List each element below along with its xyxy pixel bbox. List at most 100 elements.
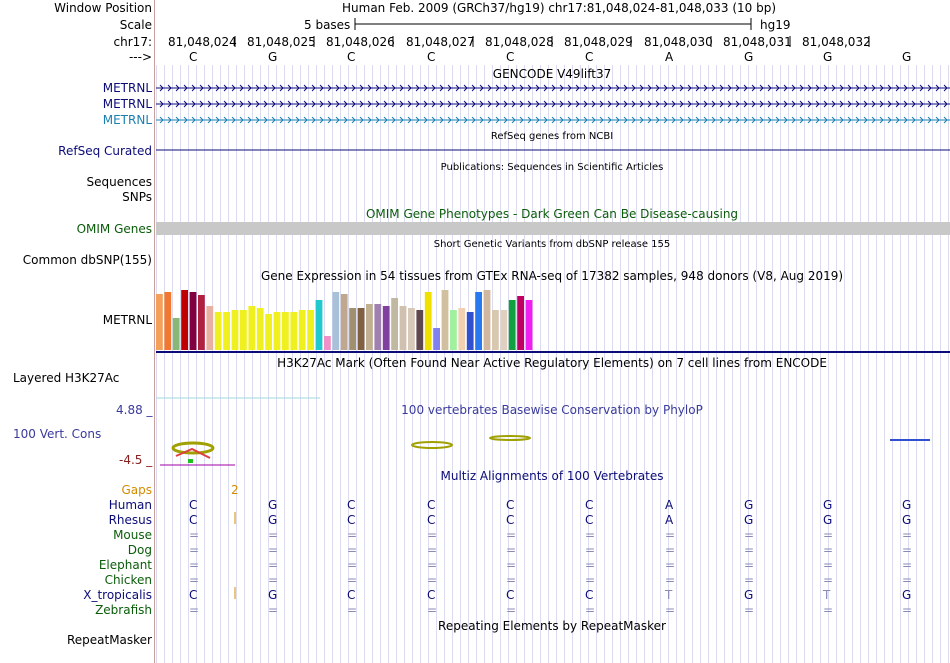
strand-arrow: [287, 116, 292, 124]
species-label[interactable]: Mouse: [113, 528, 152, 542]
strand-arrow: [207, 116, 212, 124]
strand-arrow: [247, 100, 252, 108]
gtex-bar: [374, 304, 382, 350]
refseq-title: RefSeq genes from NCBI: [490, 131, 614, 142]
publications-label-sequences[interactable]: Sequences: [86, 175, 152, 189]
species-label[interactable]: Zebrafish: [95, 603, 152, 617]
species-label[interactable]: Human: [108, 498, 152, 512]
alignment-base: =: [665, 573, 676, 587]
gtex-bar: [315, 300, 323, 350]
strand-arrow: [191, 116, 196, 124]
gtex-bar: [500, 310, 508, 350]
position-label: 81,048,028: [485, 35, 554, 49]
species-label[interactable]: Elephant: [98, 558, 152, 572]
strand-arrow: [871, 116, 876, 124]
strand-arrow: [319, 116, 324, 124]
alignment-base: C: [347, 588, 356, 602]
alignment-base: =: [744, 573, 755, 587]
strand-arrow: [559, 84, 564, 92]
strand-arrow: [943, 116, 948, 124]
gencode-label-2[interactable]: METRNL: [102, 97, 152, 111]
strand-arrow: [543, 84, 548, 92]
strand-arrow: [215, 100, 220, 108]
alignment-base: G: [823, 513, 833, 527]
strand-arrow: [239, 116, 244, 124]
strand-arrow: [303, 116, 308, 124]
gaps-label[interactable]: Gaps: [121, 483, 152, 497]
strand-arrow: [527, 116, 532, 124]
strand-arrow: [487, 100, 492, 108]
phylop-peak: [188, 459, 193, 463]
base-letter: C: [189, 50, 198, 64]
alignment-base: C: [585, 588, 594, 602]
strand-arrow: [831, 116, 836, 124]
alignment-base: =: [506, 603, 517, 617]
gtex-label[interactable]: METRNL: [102, 313, 152, 327]
gencode-label-1[interactable]: METRNL: [102, 81, 152, 95]
strand-arrow: [711, 84, 716, 92]
strand-arrow: [319, 84, 324, 92]
strand-arrow: [359, 84, 364, 92]
strand-arrow: [415, 84, 420, 92]
strand-arrow: [287, 84, 292, 92]
species-label[interactable]: Dog: [127, 543, 152, 557]
strand-arrow: [855, 84, 860, 92]
strand-arrow: [183, 116, 188, 124]
base-letter: C: [347, 50, 356, 64]
alignment-base: G: [744, 513, 754, 527]
strand-arrow: [623, 116, 628, 124]
alignment-base: C: [427, 513, 436, 527]
strand-arrow: [895, 116, 900, 124]
strand-arrow: [879, 84, 884, 92]
omim-label[interactable]: OMIM Genes: [76, 222, 152, 236]
strand-arrow: [399, 84, 404, 92]
strand-arrow: [743, 116, 748, 124]
strand-arrow: [231, 84, 236, 92]
alignment-base: =: [585, 543, 596, 557]
strand-arrow: [487, 84, 492, 92]
strand-arrow: [679, 84, 684, 92]
strand-arrow: [591, 100, 596, 108]
alignment-base: C: [427, 588, 436, 602]
alignment-base: =: [665, 558, 676, 572]
species-label[interactable]: X_tropicalis: [83, 588, 152, 602]
gtex-bar: [450, 310, 457, 350]
strand-arrow: [559, 100, 564, 108]
species-label[interactable]: Rhesus: [108, 513, 152, 527]
strand-arrow: [943, 84, 948, 92]
alignment-base: G: [744, 588, 754, 602]
strand-arrow: [815, 100, 820, 108]
alignment-base: C: [189, 513, 198, 527]
strand-arrow: [319, 100, 324, 108]
strand-arrow: [335, 116, 340, 124]
strand-arrow: [183, 84, 188, 92]
phylop-label[interactable]: 100 Vert. Cons: [13, 427, 102, 441]
alignment-base: =: [427, 543, 438, 557]
strand-arrow: [671, 116, 676, 124]
gtex-bar: [475, 292, 482, 350]
phylop-min: -4.5 _: [119, 453, 153, 467]
publications-label-snps[interactable]: SNPs: [122, 190, 152, 204]
dbsnp-label[interactable]: Common dbSNP(155): [22, 253, 152, 267]
h3k27ac-label[interactable]: Layered H3K27Ac: [13, 371, 120, 385]
strand-arrow: [695, 100, 700, 108]
gtex-bar: [248, 306, 256, 350]
strand-arrow: [423, 84, 428, 92]
strand-arrow: [383, 116, 388, 124]
strand-arrow: [695, 84, 700, 92]
strand-arrow: [607, 116, 612, 124]
strand-arrow: [327, 100, 332, 108]
refseq-label[interactable]: RefSeq Curated: [58, 144, 152, 158]
strand-label: --->: [128, 50, 152, 64]
strand-arrow: [351, 116, 356, 124]
alignment-base: =: [427, 603, 438, 617]
strand-arrow: [479, 116, 484, 124]
strand-arrow: [887, 84, 892, 92]
strand-arrow: [735, 100, 740, 108]
repeatmasker-label[interactable]: RepeatMasker: [66, 633, 152, 647]
strand-arrow: [431, 100, 436, 108]
species-label[interactable]: Chicken: [104, 573, 152, 587]
gtex-bar: [441, 290, 449, 350]
gencode-label-3[interactable]: METRNL: [102, 113, 152, 127]
alignment-base: =: [585, 603, 596, 617]
